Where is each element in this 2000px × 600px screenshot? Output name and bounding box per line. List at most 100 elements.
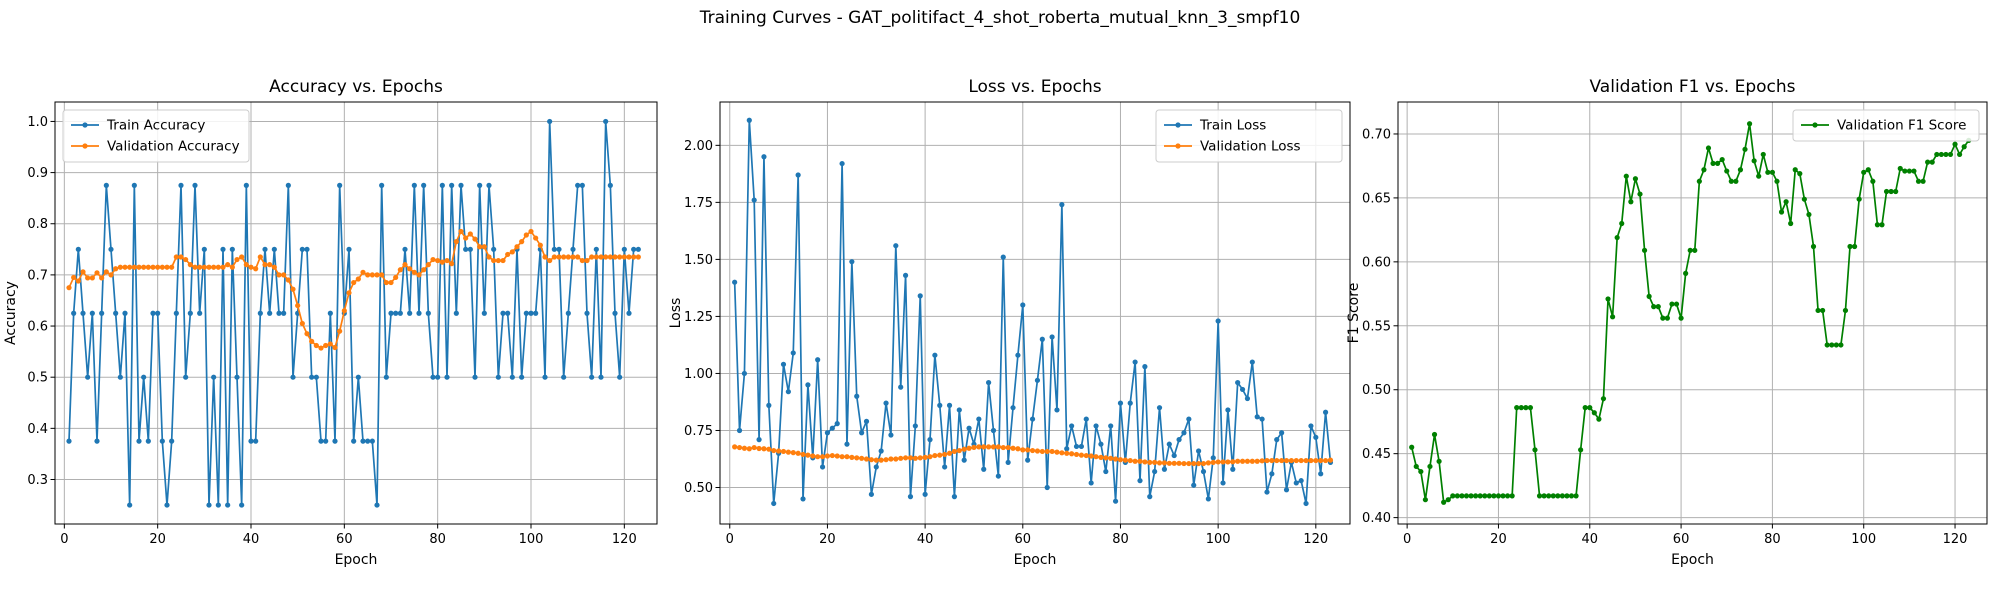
data-point: [327, 341, 333, 347]
data-point: [178, 254, 184, 260]
data-point: [1069, 423, 1075, 429]
data-point: [1259, 416, 1265, 422]
data-point: [267, 310, 273, 316]
data-point: [556, 246, 562, 252]
data-point: [927, 454, 933, 460]
y-tick-label: 0.9: [27, 166, 48, 181]
plot-frame: [54, 101, 658, 525]
data-point: [85, 275, 91, 281]
data-point: [304, 246, 310, 252]
data-point: [1861, 169, 1867, 175]
data-point: [575, 182, 581, 188]
data-point: [1288, 457, 1294, 464]
data-point: [1239, 386, 1246, 393]
data-point: [1495, 493, 1502, 499]
data-point: [1235, 458, 1241, 464]
data-point: [878, 457, 884, 463]
data-point: [1303, 500, 1309, 507]
data-point: [94, 270, 100, 276]
data-point: [416, 310, 422, 316]
data-point: [1824, 342, 1830, 348]
data-point: [888, 432, 894, 438]
data-point: [407, 266, 413, 272]
data-point: [1783, 199, 1789, 205]
data-point: [1710, 160, 1716, 166]
y-tick-label: 0.60: [1362, 255, 1391, 270]
data-point: [248, 264, 254, 270]
data-point: [416, 272, 422, 278]
data-point: [309, 338, 315, 344]
data-point: [1254, 414, 1260, 420]
data-point: [1191, 460, 1197, 467]
data-point: [1883, 188, 1890, 195]
data-point: [1902, 168, 1908, 174]
data-point: [1044, 484, 1050, 491]
data-point: [1015, 352, 1021, 358]
data-point: [1769, 169, 1776, 175]
data-point: [1870, 178, 1876, 184]
data-point: [402, 262, 408, 268]
data-point: [1283, 487, 1290, 493]
data-point: [281, 310, 287, 316]
data-point: [1318, 471, 1324, 477]
data-point: [271, 246, 277, 252]
data-point: [584, 257, 590, 264]
data-point: [1756, 173, 1762, 179]
data-point: [732, 444, 738, 450]
data-point: [1205, 460, 1211, 466]
data-point: [159, 264, 165, 270]
data-point: [986, 379, 992, 386]
data-point: [369, 272, 375, 278]
data-point: [547, 118, 553, 125]
data-point: [1897, 165, 1903, 172]
data-point: [99, 275, 105, 281]
data-point: [1279, 430, 1285, 436]
data-point: [365, 272, 371, 278]
data-point: [1029, 447, 1036, 454]
data-point: [542, 254, 548, 260]
x-tick-label: 0: [1403, 532, 1411, 547]
data-point: [374, 502, 380, 508]
data-point: [206, 264, 212, 270]
data-point: [229, 246, 235, 252]
data-point: [834, 453, 840, 459]
data-point: [197, 264, 203, 270]
data-point: [169, 264, 175, 270]
data-point: [589, 374, 595, 380]
data-point: [612, 254, 618, 260]
data-point: [239, 254, 245, 260]
x-tick-label: 100: [1851, 532, 1876, 547]
data-point: [1952, 141, 1958, 147]
data-point: [1152, 459, 1158, 466]
data-point: [495, 374, 501, 380]
data-point: [1239, 458, 1246, 464]
data-point: [276, 272, 282, 278]
data-point: [898, 384, 904, 390]
data-point: [1418, 468, 1424, 475]
data-point: [122, 310, 128, 316]
data-point: [1025, 457, 1031, 463]
data-point: [360, 438, 366, 444]
y-tick-label: 0.50: [1362, 383, 1391, 398]
data-point: [1200, 468, 1207, 475]
data-point: [85, 374, 91, 380]
data-point: [1064, 450, 1070, 456]
data-point: [108, 272, 114, 278]
data-point: [1532, 447, 1538, 453]
data-point: [1137, 458, 1143, 464]
data-point: [1600, 396, 1607, 402]
data-point: [1450, 493, 1456, 499]
data-point: [1637, 191, 1643, 197]
data-point: [1833, 342, 1839, 348]
data-point: [234, 256, 240, 263]
data-point: [505, 310, 511, 316]
data-point: [990, 427, 997, 434]
legend-label: Validation F1 Score: [1837, 118, 1966, 134]
data-point: [220, 264, 226, 270]
data-point: [533, 310, 539, 316]
data-point: [397, 267, 403, 273]
data-point: [1132, 458, 1138, 464]
data-point: [565, 254, 571, 260]
data-point: [631, 254, 637, 260]
